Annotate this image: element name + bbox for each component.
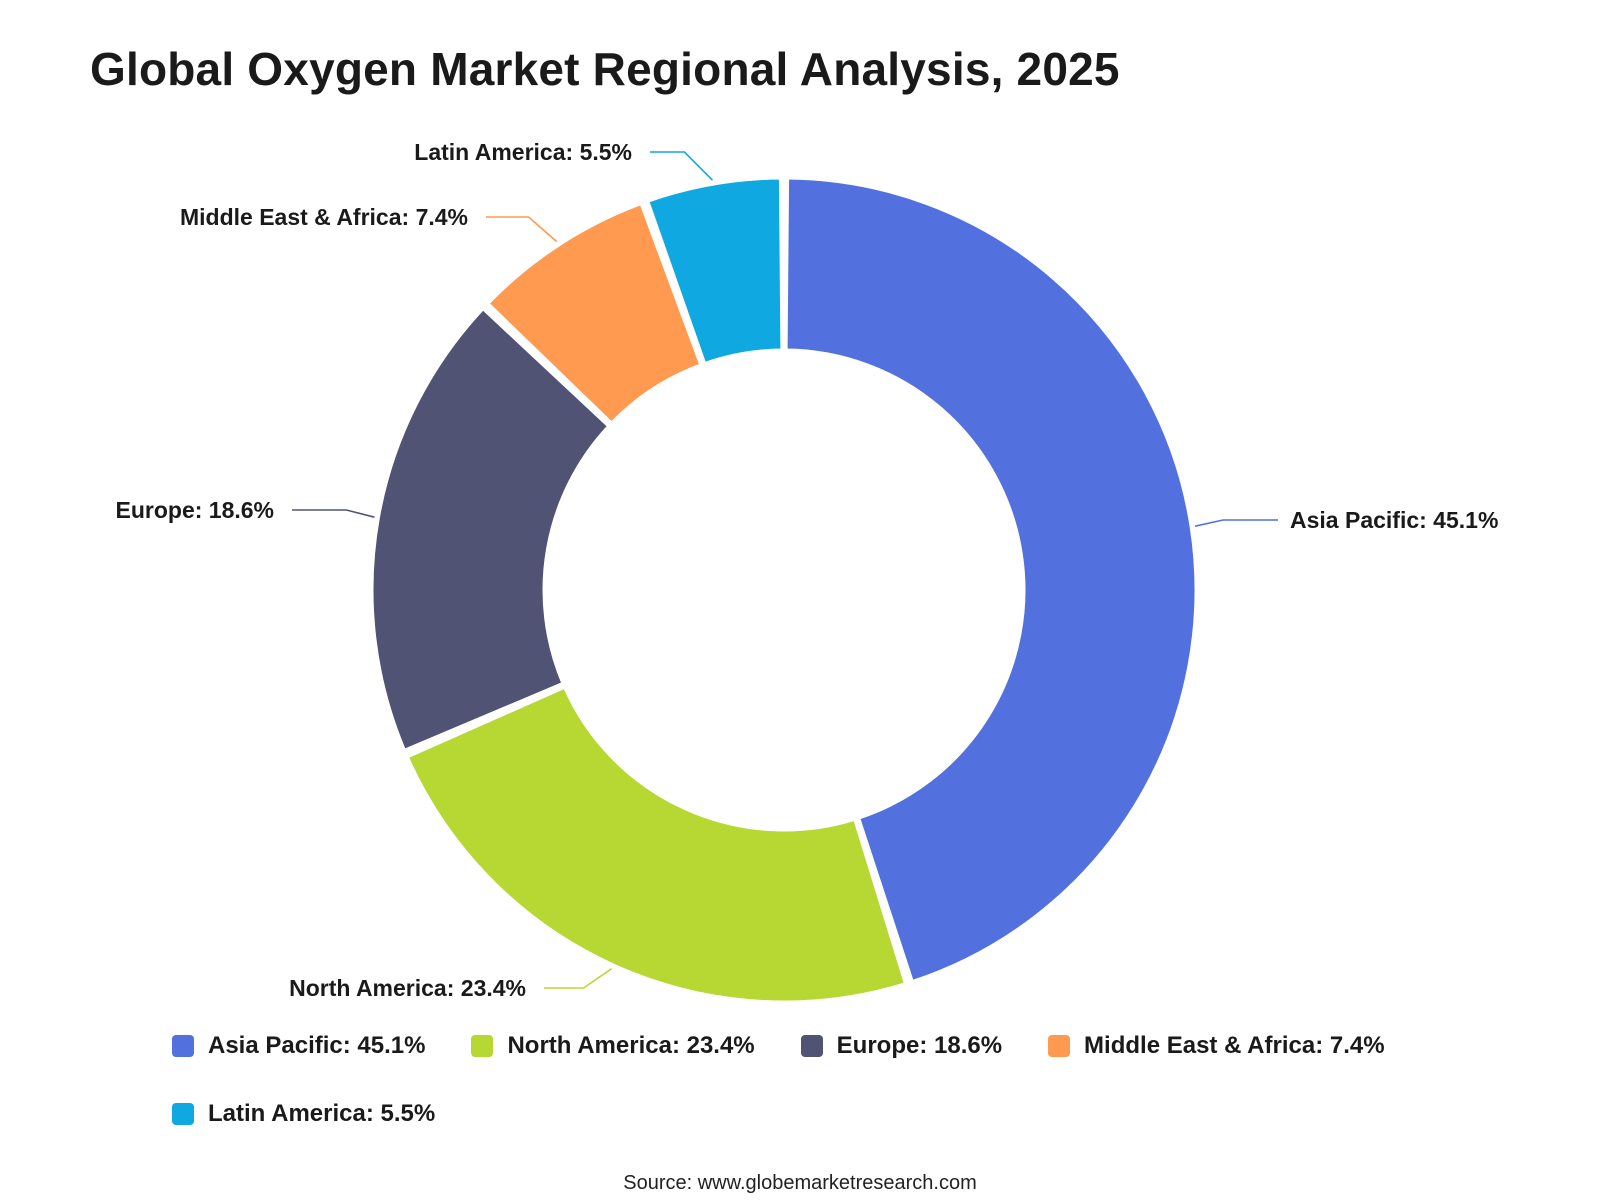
legend-label: North America: 23.4% xyxy=(507,1032,755,1059)
slice-middle-east-and-africa[interactable] xyxy=(486,202,703,425)
slice-asia-pacific[interactable] xyxy=(784,176,1198,984)
callout-label-asia-pacific: Asia Pacific: 45.1% xyxy=(1290,507,1498,533)
callout-line-latin-america xyxy=(650,151,714,181)
source-credit: Source: www.globemarketresearch.com xyxy=(623,1172,977,1194)
legend-label: Latin America: 5.5% xyxy=(208,1100,436,1127)
legend-item-latin-america[interactable]: Latin America: 5.5% xyxy=(172,1100,435,1128)
chart-legend: Asia Pacific: 45.1% North America: 23.4% E… xyxy=(172,1032,1472,1128)
legend-item-europe[interactable]: Europe: 18.6% xyxy=(800,1032,1003,1060)
callout-line-middle-east-and-africa xyxy=(486,216,558,243)
legend-swatch xyxy=(172,1035,194,1057)
legend-item-asia-pacific[interactable]: Asia Pacific: 45.1% xyxy=(172,1032,425,1060)
legend-label: Asia Pacific: 45.1% xyxy=(208,1032,426,1059)
legend-item-middle-east-and-africa[interactable]: Middle East & Africa: 7.4% xyxy=(1048,1032,1385,1060)
chart-title: Global Oxygen Market Regional Analysis, … xyxy=(90,43,1120,95)
donut-slices xyxy=(370,176,1198,1004)
legend-item-north-america[interactable]: North America: 23.4% xyxy=(471,1032,755,1060)
callout-label-north-america: North America: 23.4% xyxy=(289,975,526,1001)
legend-swatch xyxy=(1048,1035,1071,1057)
slice-europe[interactable] xyxy=(370,307,611,752)
legend-swatch xyxy=(471,1035,494,1057)
callout-line-europe xyxy=(292,509,375,518)
legend-swatch xyxy=(800,1035,823,1057)
legend-label: Europe: 18.6% xyxy=(836,1032,1003,1059)
callout-line-asia-pacific xyxy=(1194,519,1278,527)
callout-label-latin-america: Latin America: 5.5% xyxy=(414,139,632,165)
legend-label: Middle East & Africa: 7.4% xyxy=(1084,1032,1385,1059)
callout-label-europe: Europe: 18.6% xyxy=(116,497,275,523)
callout-label-middle-east-and-africa: Middle East & Africa: 7.4% xyxy=(180,204,468,230)
slice-callouts: Asia Pacific: 45.1% North America: 23.4% E… xyxy=(116,139,1499,1001)
legend-swatch xyxy=(172,1103,194,1125)
slice-latin-america[interactable] xyxy=(646,176,784,365)
callout-line-north-america xyxy=(544,967,613,989)
slice-north-america[interactable] xyxy=(405,685,907,1004)
